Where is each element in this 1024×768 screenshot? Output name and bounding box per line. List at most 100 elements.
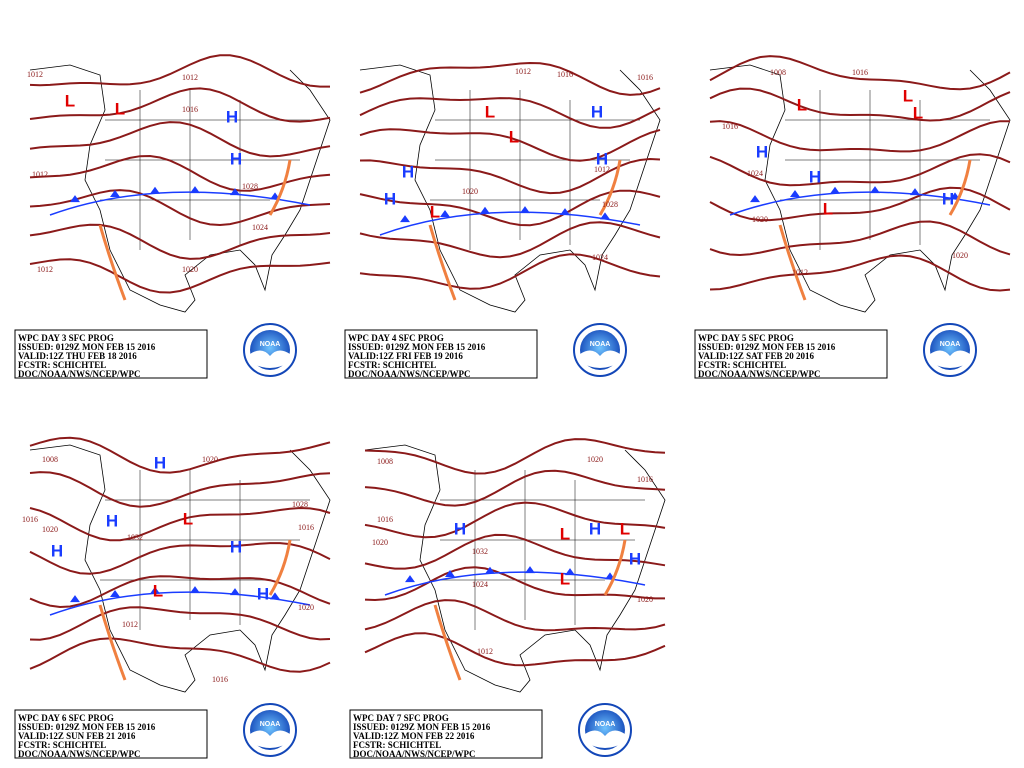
caption-box	[694, 329, 888, 379]
trough	[948, 159, 972, 216]
coastline	[364, 444, 666, 693]
isobar	[29, 258, 331, 294]
isobar-label: 1024	[472, 580, 488, 589]
caption-line: VALID:12Z SUN FEB 21 2016	[18, 731, 136, 741]
isobar	[29, 637, 331, 673]
trough	[268, 159, 292, 216]
isobar	[709, 186, 1011, 222]
isobar-label: 1016	[637, 475, 653, 484]
caption-box	[344, 329, 538, 379]
isobar	[29, 606, 331, 641]
isobar	[359, 253, 661, 290]
trough	[778, 224, 807, 301]
caption-line: ISSUED: 0129Z MON FEB 15 2016	[353, 722, 491, 732]
front-pip	[405, 575, 415, 583]
front-pip	[480, 206, 490, 214]
front-pip	[190, 586, 200, 594]
front-pip	[750, 195, 760, 203]
caption-line: WPC DAY 4 SFC PROG	[348, 333, 444, 343]
pressure-center: L	[153, 581, 163, 600]
isobar-label: 1020	[372, 538, 388, 547]
coastline	[359, 64, 661, 313]
pressure-center: L	[620, 519, 630, 538]
state-borders	[100, 470, 310, 630]
isobar-label: 1012	[594, 165, 610, 174]
front-pip	[150, 186, 160, 194]
isobar	[364, 469, 666, 507]
isobar-label: 1012	[477, 647, 493, 656]
isobar	[359, 128, 661, 162]
pressure-center: L	[509, 127, 519, 146]
trough	[428, 224, 457, 301]
isobar	[359, 61, 661, 96]
isobar	[359, 97, 661, 129]
isobar	[364, 632, 666, 667]
pressure-center: H	[257, 584, 269, 603]
isobar-label: 1012	[37, 265, 53, 274]
caption-line: DOC/NOAA/NWS/NCEP/WPC	[18, 749, 141, 759]
pressure-center: L	[115, 99, 125, 118]
isobar	[29, 189, 331, 227]
isobar-label: 1012	[32, 170, 48, 179]
isobar-label: 1016	[377, 515, 393, 524]
pressure-center: L	[560, 569, 570, 588]
isobar	[709, 153, 1011, 187]
front-pip	[400, 215, 410, 223]
isobar-label: 1016	[298, 523, 314, 532]
front-pip	[150, 586, 160, 594]
logo-gull	[585, 730, 625, 748]
noaa-logo: NOAA	[573, 323, 627, 377]
logo-gull	[250, 730, 290, 748]
pressure-center: L	[903, 86, 913, 105]
front-pip	[520, 206, 530, 214]
front-pip	[830, 186, 840, 194]
isobar-label: 1020	[587, 455, 603, 464]
isobar-label: 1024	[747, 169, 763, 178]
pressure-center: H	[226, 107, 238, 126]
caption-line: ISSUED: 0129Z MON FEB 15 2016	[18, 722, 156, 732]
front-pip	[525, 566, 535, 574]
logo-gull	[930, 350, 970, 368]
pressure-center: L	[430, 202, 440, 221]
isobar-label: 1024	[592, 253, 608, 262]
isobar-label: 1024	[252, 223, 268, 232]
caption-line: ISSUED: 0129Z MON FEB 15 2016	[348, 342, 486, 352]
state-borders	[435, 470, 645, 630]
pressure-center: H	[384, 189, 396, 208]
isobar	[29, 542, 331, 575]
caption-line: VALID:12Z FRI FEB 19 2016	[348, 351, 463, 361]
trough	[98, 604, 127, 681]
pressure-center: L	[797, 95, 807, 114]
caption-line: DOC/NOAA/NWS/NCEP/WPC	[353, 749, 476, 759]
front-pip	[910, 188, 920, 196]
isobar	[29, 223, 331, 260]
pressure-center: H	[942, 189, 954, 208]
isobar-label: 1012	[27, 70, 43, 79]
trough	[603, 539, 627, 596]
isobar	[29, 87, 331, 123]
pressure-center: L	[65, 91, 75, 110]
state-borders	[780, 90, 990, 250]
front-pip	[600, 212, 610, 220]
isobar-label: 1012	[122, 620, 138, 629]
trough	[98, 224, 127, 301]
caption-line: VALID:12Z MON FEB 22 2016	[353, 731, 475, 741]
pressure-center: H	[51, 541, 63, 560]
isobar	[29, 506, 331, 542]
isobar-label: 1020	[952, 251, 968, 260]
isobar	[364, 566, 665, 602]
isobar-label: 1008	[377, 457, 393, 466]
front-pip	[70, 595, 80, 603]
isobar-label: 1028	[602, 200, 618, 209]
isobar-label: 1012	[182, 73, 198, 82]
pressure-center: H	[454, 519, 466, 538]
front-pip	[70, 195, 80, 203]
coastline	[29, 444, 331, 693]
isobar	[709, 120, 1010, 153]
front-pip	[870, 186, 880, 194]
caption-line: FCSTR: SCHICHTEL	[348, 360, 436, 370]
front-pip	[190, 186, 200, 194]
logo-text: NOAA	[260, 341, 281, 348]
pressure-center: H	[589, 519, 601, 538]
